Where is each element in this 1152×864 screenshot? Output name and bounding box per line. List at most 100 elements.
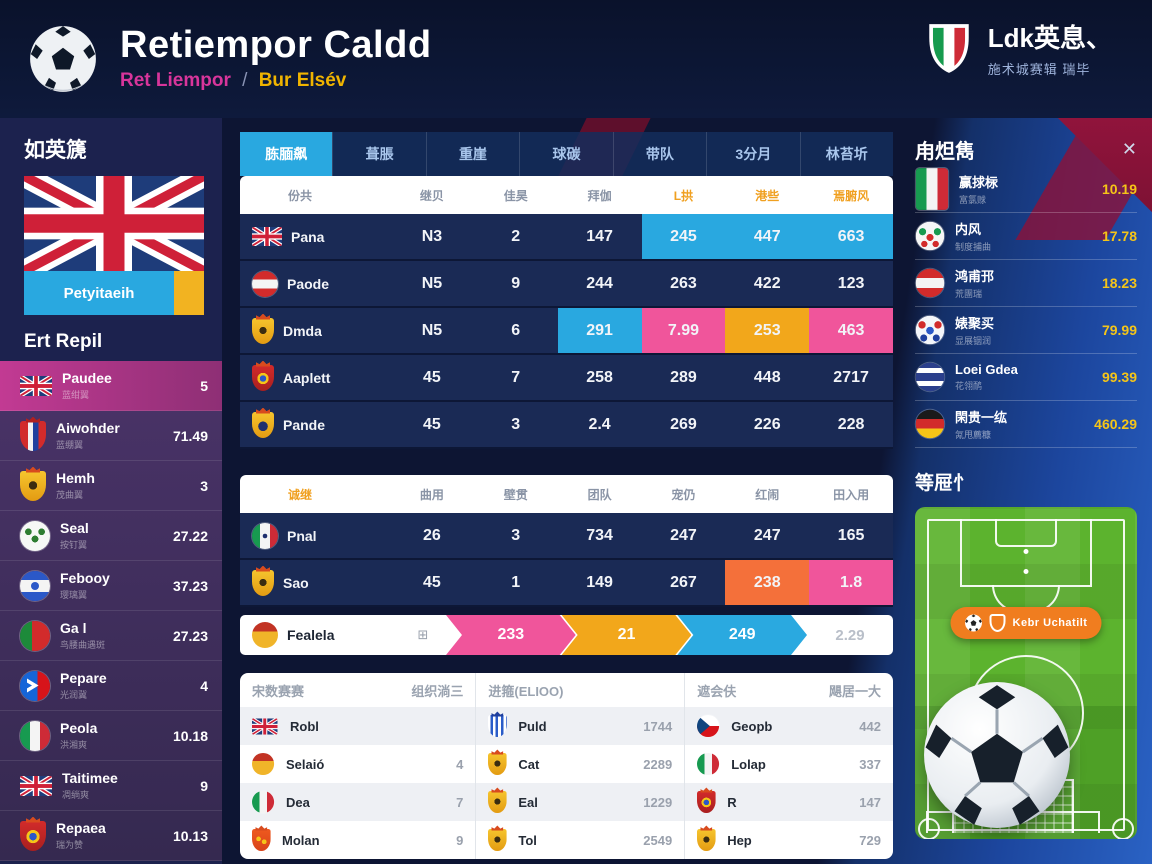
shield-outline-icon [989, 614, 1006, 632]
team-value: 9 [200, 777, 208, 794]
table1-header: 份共 继贝 佳昊 拜伽 L拱 港些 焉腑风 [240, 176, 893, 214]
cell-value-highlight-cyan: 447 [725, 214, 810, 259]
column-header[interactable]: 红闹 [755, 487, 780, 502]
tab-0[interactable]: 胨腼飙 [240, 132, 333, 176]
breadcrumb-part2[interactable]: Bur Elsév [258, 70, 347, 91]
sidebar-item-hemh[interactable]: Hemh 茂曲翼 3 [0, 461, 222, 511]
column-header[interactable]: 拜伽 [587, 188, 612, 203]
field-badge-pill[interactable]: Kebr Uchatilt [950, 607, 1102, 639]
tab-1[interactable]: 葺脹 [332, 132, 425, 176]
column-header[interactable]: 组织淌三 [411, 683, 464, 699]
panel-item[interactable]: 内风 制度捕曲 17.78 [915, 213, 1137, 260]
sidebar-item-aiwohder[interactable]: Aiwohder 蓝绷翼 71.49 [0, 411, 222, 461]
cell-value: 289 [670, 368, 697, 386]
team-value: 10.13 [172, 827, 208, 844]
cell-value-highlight-orange: 238 [725, 560, 810, 605]
cell-value: 2.4 [588, 415, 611, 433]
progress-arrow-row[interactable]: Fealela ⊞ 233 21 249 2.29 [240, 615, 893, 655]
panel-item[interactable]: 鸿甫邘 荒團瑞 18.23 [915, 260, 1137, 307]
item-subtitle: 显展铟润 [955, 336, 992, 346]
column-header[interactable]: 田入用 [833, 487, 870, 502]
sidebar-item-paudee[interactable]: Paudee 蓝绀翼 5 [0, 361, 222, 411]
row-name: Fealela [287, 627, 335, 643]
tab-5[interactable]: 3分月 [706, 132, 799, 176]
italy-flag-icon [20, 720, 50, 751]
grid-glyph-icon: ⊞ [417, 627, 429, 642]
table-row[interactable]: Robl Puld 1744 Geopb 442 [240, 707, 893, 745]
row-name: Dmda [283, 322, 322, 339]
row-name: Robl [290, 718, 319, 734]
cell-value-highlight-pink: 1.8 [809, 560, 893, 605]
table-row[interactable]: Pnal 26 3 734 247 247 165 [240, 513, 893, 560]
column-header[interactable]: L拱 [673, 188, 694, 203]
sidebar-item-seal[interactable]: Seal 按钉翼 27.22 [0, 511, 222, 561]
uk-flag-icon [252, 227, 282, 246]
table-row[interactable]: Dea 7 Eal 1229 R 147 [240, 783, 893, 821]
column-header[interactable]: 继贝 [419, 188, 444, 203]
column-header[interactable]: 份共 [288, 188, 313, 203]
row-name: R [727, 794, 737, 810]
sidebar-item-taitimee[interactable]: Taitimee 凋绱爽 9 [0, 761, 222, 811]
panel-item[interactable]: Loei Gdea 花翎鸸 99.39 [915, 354, 1137, 401]
column-header[interactable]: 遮会伕 [697, 683, 737, 699]
tab-6[interactable]: 林苔圻 [799, 132, 893, 176]
panel-item[interactable]: 閑贵一纮 氝甩薦糠 460.29 [915, 401, 1137, 448]
column-header[interactable]: 团队 [587, 487, 612, 502]
column-header[interactable]: 诚继 [288, 487, 313, 502]
sidebar-item-febooy[interactable]: Febooy 璎璃翼 37.23 [0, 561, 222, 611]
brand-block: Ldk英息、 施术城赛辑 瑞毕 [926, 18, 1112, 78]
tab-3[interactable]: 球碳 [519, 132, 612, 176]
column-header[interactable]: 宋数赛赛 [252, 683, 305, 699]
team-subtitle: 蓝绷翼 [56, 440, 84, 450]
table-row[interactable]: Sao 45 1 149 267 238 1.8 [240, 560, 893, 607]
team-subtitle: 洪湘爽 [60, 740, 88, 750]
panel-item[interactable]: 婊聚买 显展铟润 79.99 [915, 307, 1137, 354]
column-header[interactable]: 焉腑风 [833, 188, 870, 203]
column-header[interactable]: 曲用 [419, 487, 444, 502]
column-header[interactable]: 港些 [755, 188, 780, 203]
team-subtitle: 茂曲翼 [56, 490, 84, 500]
column-header[interactable]: 宠仍 [671, 487, 696, 502]
item-name: 鸿甫邘 [955, 269, 995, 284]
table-row[interactable]: Paode N5 9 244 263 422 123 [240, 261, 893, 308]
team-subtitle: 璎璃翼 [60, 590, 88, 600]
team-value: 27.23 [172, 627, 208, 644]
table-row[interactable]: Pana N3 2 147 245 447 663 [240, 214, 893, 261]
breadcrumb-part1[interactable]: Ret Liempor [120, 70, 231, 91]
tab-2[interactable]: 重崖 [425, 132, 519, 176]
sidebar-item-gal[interactable]: Ga l 鸟腰曲遇斑 27.23 [0, 611, 222, 661]
table-row[interactable]: Aaplett 45 7 258 289 448 2717 [240, 355, 893, 402]
field-penalty-dot [1023, 569, 1029, 574]
cell-value: 2549 [643, 832, 673, 848]
arrow-segment-pink: 233 [446, 615, 576, 655]
sidebar-item-pepare[interactable]: Pepare 光润冀 4 [0, 661, 222, 711]
cell-value: 123 [837, 274, 865, 292]
cell-value: 2 [511, 227, 521, 245]
column-header[interactable]: 壁贯 [503, 487, 528, 502]
team-name: Paudee [62, 370, 112, 386]
sidebar-item-repaea[interactable]: Repaea 瑞为赞 10.13 [0, 811, 222, 861]
row-name: Eal [518, 794, 538, 810]
table-row[interactable]: Molan 9 Tol 2549 Hep 729 [240, 821, 893, 859]
table-row[interactable]: Dmda N5 6 291 7.99 253 463 [240, 308, 893, 355]
cell-value: 1229 [643, 794, 673, 810]
column-header[interactable]: 佳昊 [503, 188, 528, 203]
column-header[interactable]: 飓居一大 [828, 683, 881, 699]
close-icon[interactable]: ✕ [1121, 139, 1137, 159]
yellow-crest-icon [488, 752, 508, 776]
cell-value: 734 [586, 526, 613, 544]
panel-item[interactable]: 赢捄柡 富氯赇 10.19 [915, 166, 1137, 213]
column-header[interactable]: 进箍(ELIOO) [488, 683, 564, 699]
yellow-crest-icon [488, 790, 508, 814]
sidebar-item-peola[interactable]: Peola 洪湘爽 10.18 [0, 711, 222, 761]
item-value: 18.23 [1101, 275, 1137, 291]
team-value: 71.49 [172, 427, 208, 444]
item-name: Loei Gdea [955, 362, 1018, 377]
table-row[interactable]: Selaió 4 Cat 2289 Lolap 337 [240, 745, 893, 783]
sidebar-action-button[interactable]: Petyitaeih [24, 271, 204, 315]
tab-4[interactable]: 带队 [612, 132, 706, 176]
page-title: Retiempor Caldd [120, 24, 432, 66]
table3-header: 宋数赛赛 组织淌三 进箍(ELIOO) 遮会伕 飓居一大 [240, 673, 893, 707]
row-name: Pana [291, 228, 325, 245]
table-row[interactable]: Pande 45 3 2.4 269 226 228 [240, 402, 893, 449]
